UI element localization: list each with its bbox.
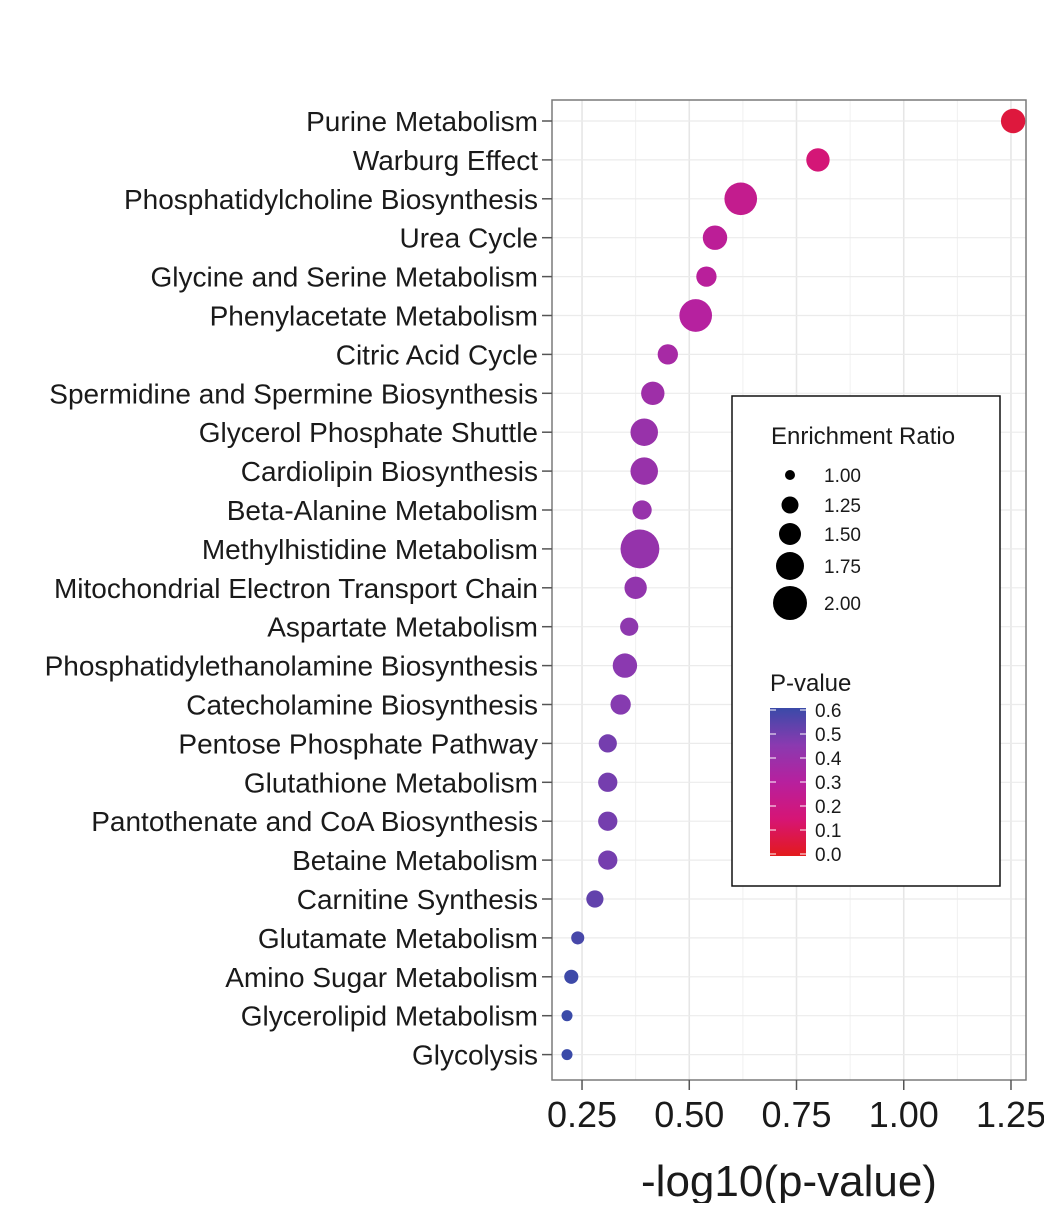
legend-color-label: 0.1 xyxy=(815,821,841,842)
x-tick-label: 0.50 xyxy=(654,1094,724,1135)
category-label: Pentose Phosphate Pathway xyxy=(178,728,538,759)
data-point xyxy=(610,694,631,715)
plot-frame xyxy=(551,99,1027,1081)
category-label: Pantothenate and CoA Biosynthesis xyxy=(91,806,538,837)
data-point xyxy=(632,500,652,520)
legend-size-dot xyxy=(776,552,804,580)
data-point xyxy=(586,890,604,908)
data-point xyxy=(624,576,647,599)
legend-color-label: 0.0 xyxy=(815,845,841,866)
legend-color-label: 0.5 xyxy=(815,725,841,746)
category-label: Glutathione Metabolism xyxy=(244,767,538,798)
legend-color-label: 0.2 xyxy=(815,797,841,818)
category-label: Phosphatidylcholine Biosynthesis xyxy=(124,184,538,215)
category-label: Spermidine and Spermine Biosynthesis xyxy=(49,378,538,409)
legend-size-label: 1.00 xyxy=(824,466,861,487)
category-label: Phenylacetate Metabolism xyxy=(210,301,538,332)
data-point xyxy=(598,772,618,792)
legend: Enrichment Ratio 1.00 1.25 1.50 1.75 2.00 P-va… xyxy=(731,395,1001,887)
data-point xyxy=(696,266,717,287)
data-point xyxy=(571,931,585,945)
data-point xyxy=(630,418,658,446)
category-label: Aspartate Metabolism xyxy=(267,612,538,643)
category-label: Mitochondrial Electron Transport Chain xyxy=(54,573,538,604)
x-tick-label: 0.75 xyxy=(761,1094,831,1135)
data-point xyxy=(598,850,618,870)
data-point xyxy=(598,734,617,753)
category-axis: Purine Metabolism Warburg Effect Phosphati… xyxy=(45,106,552,1071)
legend-color-label: 0.4 xyxy=(815,749,842,770)
category-label: Citric Acid Cycle xyxy=(336,339,538,370)
category-label: Glycolysis xyxy=(412,1040,538,1071)
data-point xyxy=(1000,108,1026,134)
x-tick-label: 1.25 xyxy=(976,1094,1044,1135)
legend-size-title: Enrichment Ratio xyxy=(771,423,955,450)
legend-size-dot xyxy=(779,523,801,545)
data-point xyxy=(630,457,658,485)
category-label: Phosphatidylethanolamine Biosynthesis xyxy=(45,651,538,682)
data-point xyxy=(598,811,618,831)
data-point xyxy=(612,653,638,678)
category-label: Cardiolipin Biosynthesis xyxy=(241,456,538,487)
data-point xyxy=(564,969,579,984)
data-point xyxy=(724,182,758,216)
legend-size-label: 1.75 xyxy=(824,557,861,578)
category-label: Amino Sugar Metabolism xyxy=(225,962,538,993)
points-layer xyxy=(561,108,1026,1061)
legend-color-title: P-value xyxy=(770,670,851,697)
category-label: Glutamate Metabolism xyxy=(258,923,538,954)
legend-size-dot xyxy=(785,470,795,480)
data-point xyxy=(679,299,713,332)
data-point xyxy=(657,344,678,365)
legend-size-label: 2.00 xyxy=(824,594,861,615)
category-label: Catecholamine Biosynthesis xyxy=(186,690,538,721)
data-point xyxy=(620,617,639,636)
category-label: Beta-Alanine Metabolism xyxy=(227,495,538,526)
data-point xyxy=(702,225,728,250)
category-label: Purine Metabolism xyxy=(306,106,538,137)
legend-size-label: 1.50 xyxy=(824,525,861,546)
data-point xyxy=(641,381,665,405)
data-point xyxy=(806,148,830,172)
x-tick-label: 1.00 xyxy=(869,1094,939,1135)
legend-color-label: 0.6 xyxy=(815,701,841,722)
category-label: Carnitine Synthesis xyxy=(297,884,538,915)
category-label: Urea Cycle xyxy=(400,223,538,254)
category-label: Glycerolipid Metabolism xyxy=(241,1001,538,1032)
data-point xyxy=(561,1010,573,1022)
category-label: Glycerol Phosphate Shuttle xyxy=(199,417,538,448)
legend-color-label: 0.3 xyxy=(815,773,841,794)
x-tick-label: 0.25 xyxy=(547,1094,617,1135)
data-point xyxy=(561,1049,573,1061)
x-axis-title: -log10(p-value) xyxy=(641,1157,937,1203)
data-point xyxy=(620,529,660,569)
legend-size-dot xyxy=(773,586,807,620)
category-label: Glycine and Serine Metabolism xyxy=(150,262,538,293)
legend-size-label: 1.25 xyxy=(824,496,861,517)
category-label: Warburg Effect xyxy=(353,145,538,176)
category-label: Methylhistidine Metabolism xyxy=(202,534,538,565)
legend-size-dot xyxy=(781,496,799,514)
category-label: Betaine Metabolism xyxy=(292,845,538,876)
x-axis: 0.25 0.50 0.75 1.00 1.25 xyxy=(547,1080,1044,1135)
